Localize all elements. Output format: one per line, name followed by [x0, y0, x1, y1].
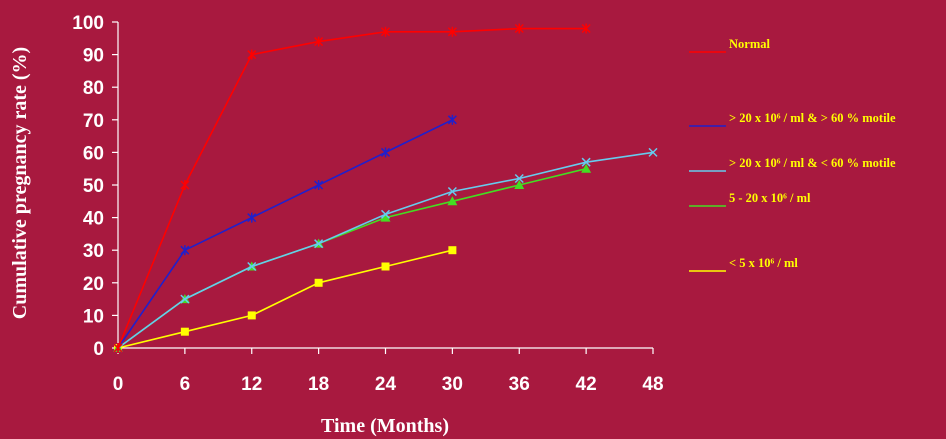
- star-marker: [180, 180, 190, 190]
- y-axis-title: Cumulative pregnancy rate (%): [9, 47, 31, 319]
- x-axis-title: Time (Months): [321, 415, 449, 437]
- series-line: [117, 119, 453, 349]
- legend-label: Normal: [729, 37, 770, 51]
- x-marker: [447, 186, 457, 197]
- axes: 0 10 20 30 40 50 60 70 80 90 100 0 6 12 18 24 30 36 42 48: [72, 13, 663, 395]
- y-tick-label: 10: [83, 306, 104, 327]
- square-marker: [247, 311, 256, 320]
- y-tick-label: 50: [83, 176, 104, 197]
- star-marker: [247, 49, 257, 60]
- star-marker: [247, 212, 257, 223]
- series-line: [117, 249, 453, 349]
- y-tick-label: 100: [72, 13, 104, 34]
- square-marker: [448, 246, 457, 255]
- series-line: [117, 27, 587, 349]
- x-marker: [648, 147, 658, 157]
- x-tick-label: 36: [509, 374, 530, 395]
- x-marker: [180, 294, 190, 304]
- triangle-marker: [380, 212, 391, 222]
- star-marker: [180, 245, 190, 256]
- x-marker: [581, 157, 591, 167]
- series-line: [117, 151, 654, 349]
- star-marker: [113, 343, 123, 353]
- legend-label: 5 - 20 x 10⁶ / ml: [729, 191, 811, 205]
- star-marker: [314, 36, 324, 47]
- star-marker: [380, 26, 391, 37]
- star-marker: [447, 114, 457, 125]
- legend: Normal > 20 x 10⁶ / ml & > 60 % motile > 2…: [689, 37, 896, 272]
- x-tick-label: 30: [442, 374, 463, 395]
- x-marker: [247, 261, 257, 272]
- legend-item: 5 - 20 x 10⁶ / ml: [689, 191, 811, 207]
- triangle-marker: [514, 180, 525, 189]
- x-marker: [380, 209, 391, 219]
- x-tick-label: 48: [642, 374, 663, 395]
- triangle-marker: [581, 163, 592, 173]
- series-layer: [113, 23, 658, 353]
- x-tick-label: 0: [113, 374, 124, 395]
- star-marker: [447, 26, 457, 37]
- star-marker: [380, 147, 391, 158]
- x-tick-label: 12: [241, 374, 262, 395]
- series-group: [114, 246, 457, 352]
- star-marker: [581, 23, 591, 34]
- y-tick-label: 90: [83, 46, 104, 67]
- legend-label: > 20 x 10⁶ / ml & > 60 % motile: [729, 111, 896, 125]
- x-marker: [314, 239, 324, 249]
- y-tick-label: 0: [93, 339, 104, 360]
- x-tick-label: 18: [308, 374, 329, 395]
- x-tick-label: 6: [180, 374, 191, 395]
- legend-item: > 20 x 10⁶ / ml & > 60 % motile: [689, 111, 896, 127]
- x-marker: [514, 173, 524, 184]
- y-tick-label: 70: [83, 111, 104, 132]
- square-marker: [381, 262, 390, 271]
- x-tick-label: 42: [576, 374, 597, 395]
- star-marker: [514, 23, 524, 34]
- series-line: [117, 167, 587, 349]
- y-tick-label: 80: [83, 78, 104, 99]
- series-group: [113, 114, 457, 353]
- square-marker: [180, 327, 189, 336]
- legend-label: < 5 x 10⁶ / ml: [729, 256, 798, 270]
- y-tick-label: 40: [83, 209, 104, 230]
- series-group: [113, 147, 658, 353]
- legend-item: < 5 x 10⁶ / ml: [689, 256, 798, 272]
- square-marker: [314, 278, 323, 287]
- star-marker: [314, 180, 324, 190]
- y-tick-label: 30: [83, 241, 104, 262]
- triangle-marker: [447, 196, 458, 206]
- series-group: [113, 163, 592, 352]
- series-group: [113, 23, 591, 353]
- x-tick-label: 24: [375, 374, 397, 395]
- legend-item: > 20 x 10⁶ / ml & < 60 % motile: [689, 156, 896, 172]
- legend-label: > 20 x 10⁶ / ml & < 60 % motile: [729, 156, 896, 170]
- y-tick-label: 60: [83, 143, 104, 164]
- legend-item: Normal: [689, 37, 770, 53]
- y-tick-label: 20: [83, 274, 104, 295]
